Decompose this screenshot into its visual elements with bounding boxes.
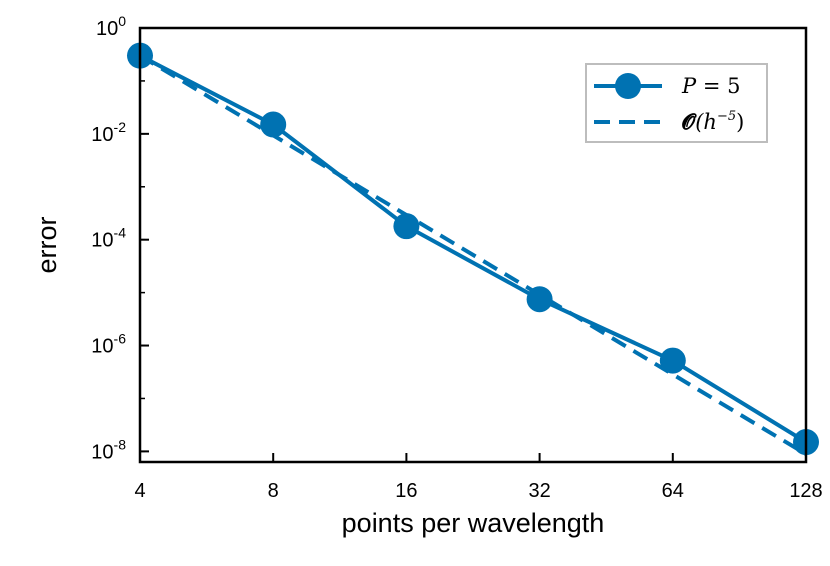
y-tick-label: 10-8 xyxy=(91,436,126,463)
legend-marker xyxy=(615,73,641,99)
legend-label-order: 𝓞(h−5) xyxy=(682,109,744,134)
x-tick-label: 32 xyxy=(528,480,550,502)
y-tick-label: 10-6 xyxy=(91,331,126,358)
legend-var-p: P xyxy=(681,74,697,98)
x-tick-label: 128 xyxy=(789,480,822,502)
data-point xyxy=(659,347,686,374)
data-point xyxy=(393,213,420,240)
y-axis-ticks: 100 10-2 10-4 10-6 10-8 xyxy=(91,13,149,463)
y-tick-label: 10-2 xyxy=(91,119,126,146)
plot-frame xyxy=(138,26,808,464)
legend-eq: = xyxy=(696,74,727,98)
y-tick-label: 100 xyxy=(96,13,126,40)
legend-label-p5: P = 5 xyxy=(681,74,740,98)
x-tick-label: 8 xyxy=(268,480,279,502)
legend-box xyxy=(585,63,768,143)
x-tick-label: 16 xyxy=(395,480,417,502)
x-tick-label: 64 xyxy=(662,480,684,502)
legend-close: ) xyxy=(736,110,744,134)
series-line-p5 xyxy=(139,53,808,444)
data-point xyxy=(260,111,287,138)
legend: P = 5 𝓞(h−5) xyxy=(585,63,768,143)
x-axis-title: points per wavelength xyxy=(342,508,605,538)
series-line-order xyxy=(138,53,808,456)
y-axis-title: error xyxy=(32,216,62,273)
x-tick-label: 4 xyxy=(134,480,145,502)
legend-exp: −5 xyxy=(717,109,736,124)
y-tick-label: 10-4 xyxy=(91,225,126,252)
legend-val: 5 xyxy=(727,74,740,98)
legend-open: (h xyxy=(695,110,717,134)
x-axis-ticks: 4 8 16 32 64 128 xyxy=(134,453,823,502)
legend-big-o: 𝓞 xyxy=(682,109,697,134)
